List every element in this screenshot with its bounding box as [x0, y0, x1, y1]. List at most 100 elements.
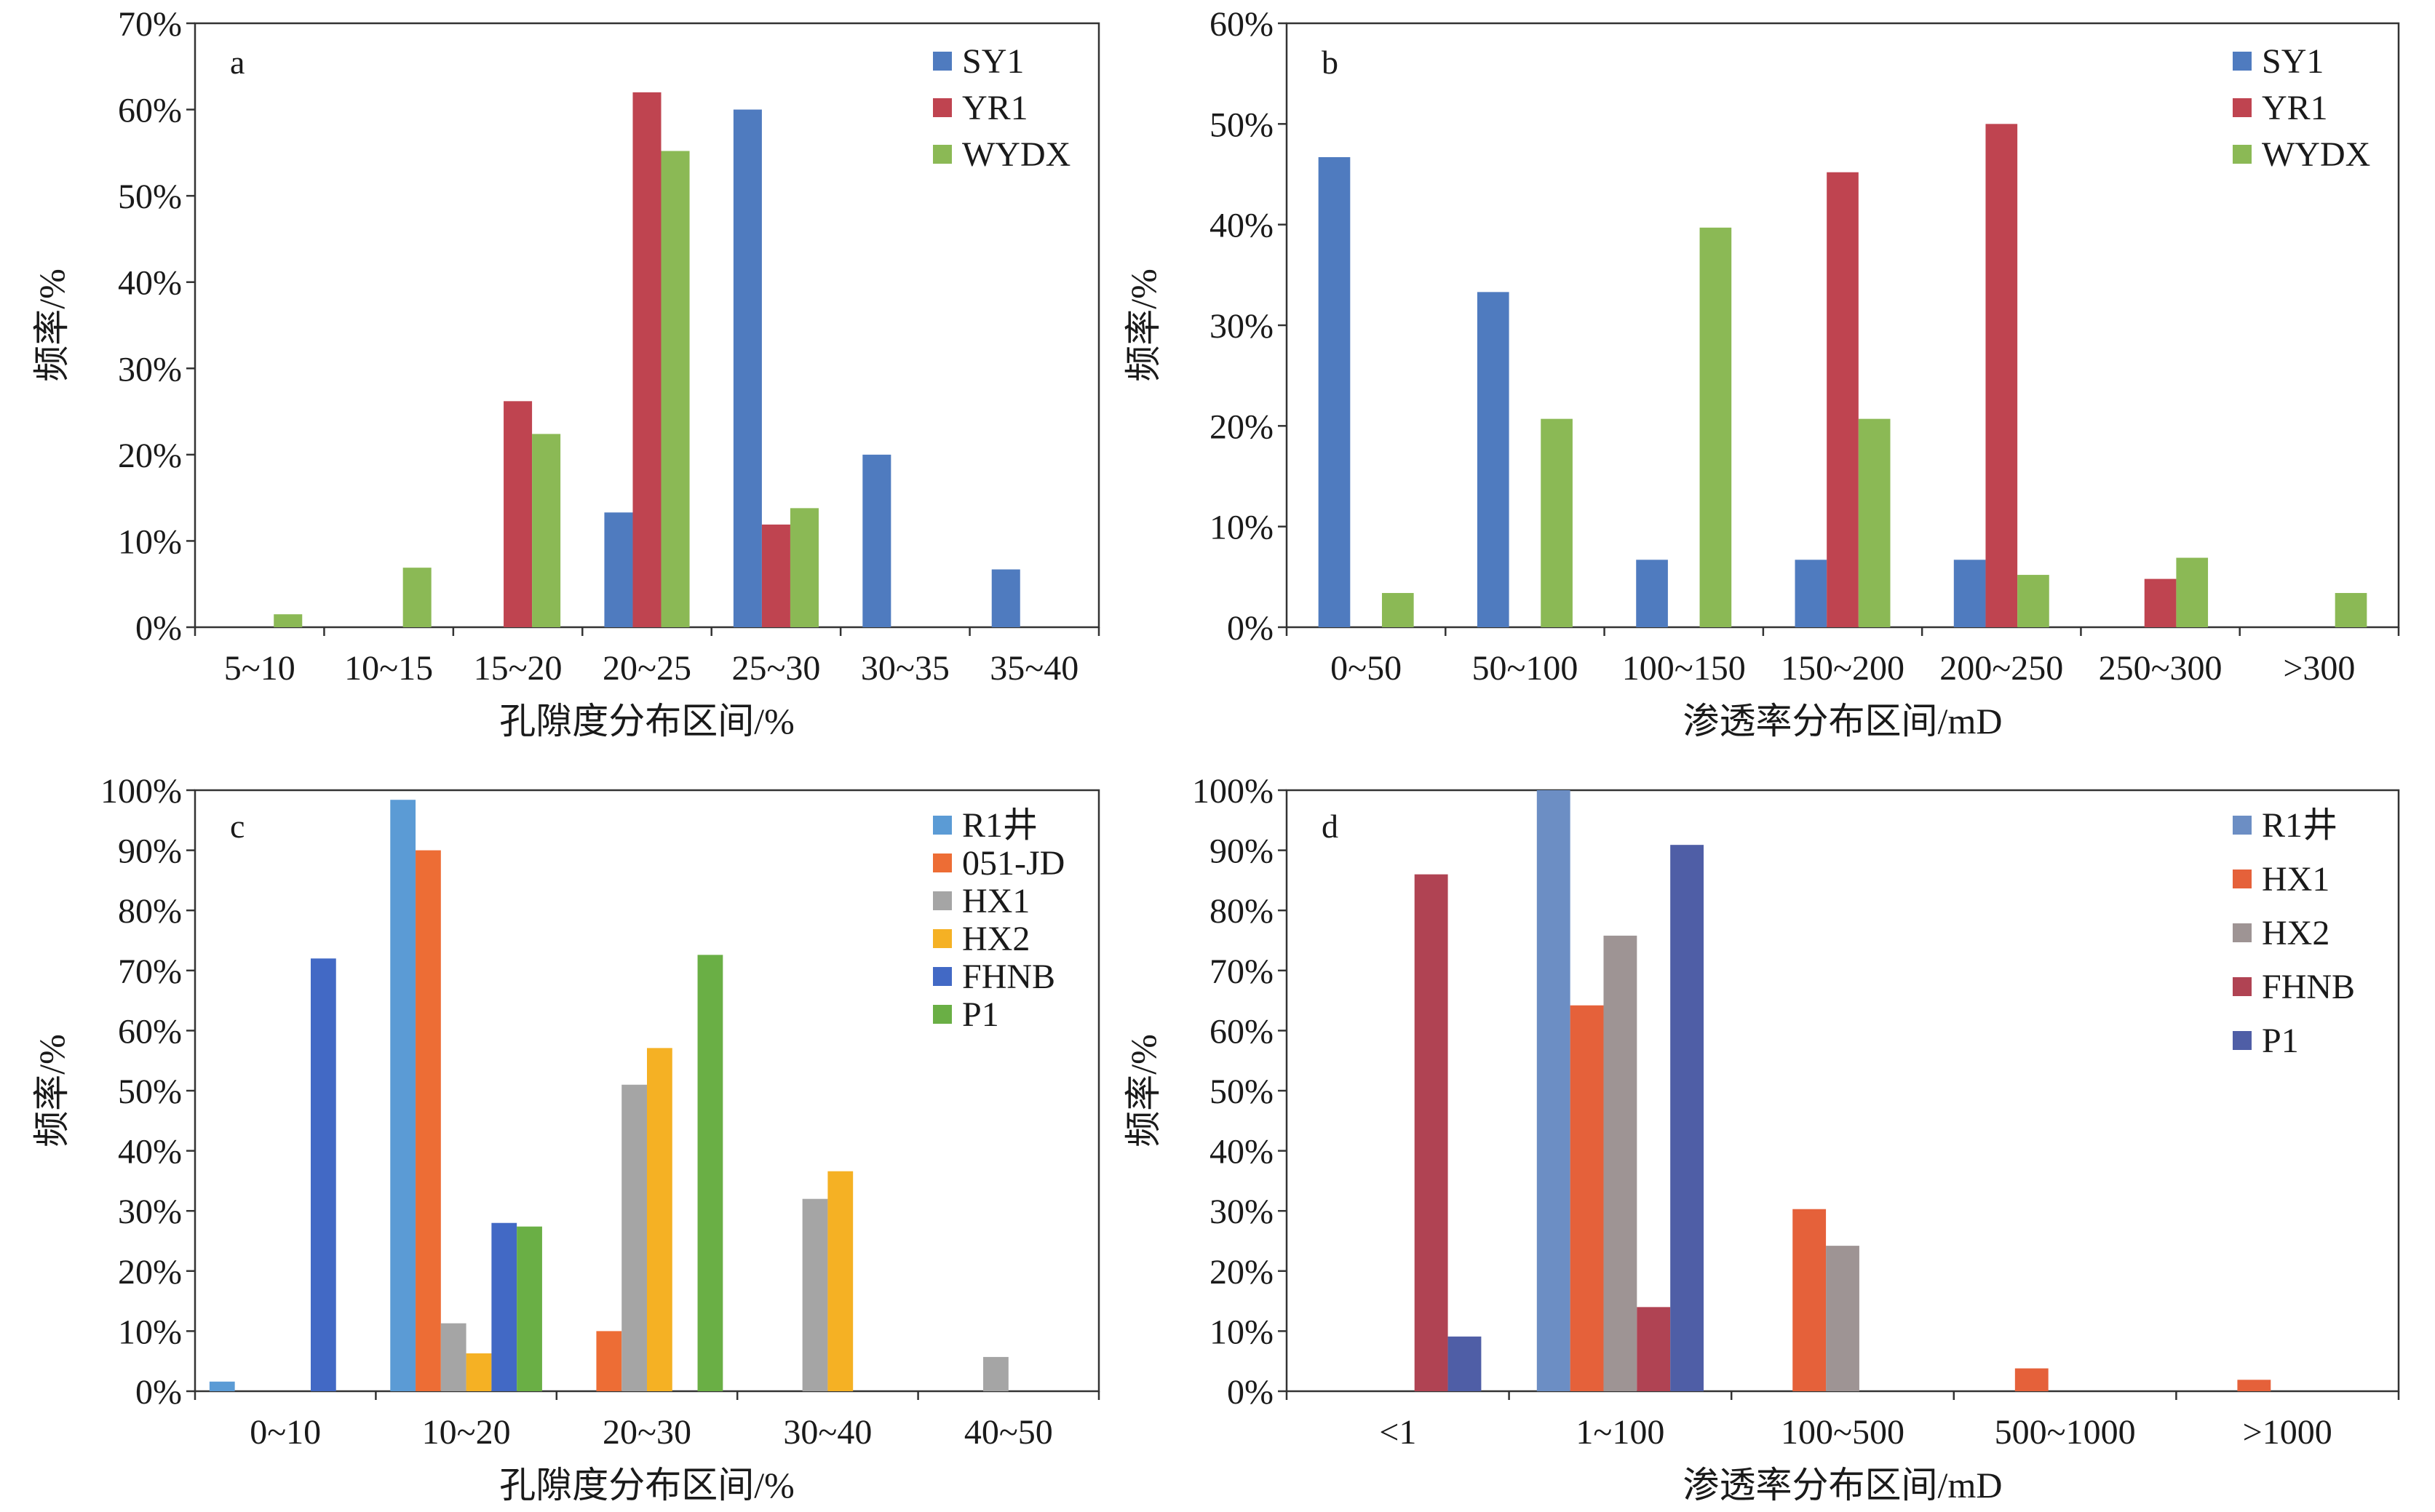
y-tick-label: 0%: [135, 609, 182, 648]
legend-label: 051-JD: [962, 844, 1065, 883]
bar: [802, 1198, 828, 1391]
y-tick-label: 30%: [1209, 1193, 1274, 1231]
x-tick-label: 30~35: [861, 649, 950, 688]
x-tick-label: 35~40: [990, 649, 1079, 688]
y-tick-label: 60%: [118, 92, 182, 130]
bar: [632, 92, 662, 628]
x-tick-label: 150~200: [1781, 649, 1904, 688]
bar: [621, 1084, 647, 1391]
legend-swatch: [933, 891, 952, 910]
bar: [390, 800, 416, 1391]
y-tick-label: 60%: [1209, 1012, 1274, 1051]
y-tick-label: 60%: [118, 1012, 182, 1051]
bar: [466, 1353, 492, 1391]
legend-label: WYDX: [962, 135, 1070, 174]
bar: [402, 568, 432, 627]
y-tick-label: 30%: [1209, 307, 1274, 346]
bar: [2017, 575, 2049, 627]
x-tick-label: <1: [1379, 1413, 1416, 1452]
legend-swatch: [2233, 923, 2252, 942]
legend-label: HX2: [2262, 914, 2329, 952]
bar: [504, 401, 533, 627]
y-tick-label: 20%: [1209, 407, 1274, 446]
x-tick-label: 5~10: [224, 649, 295, 688]
x-tick-label: >300: [2283, 649, 2355, 688]
legend-label: HX1: [962, 882, 1030, 920]
bar: [416, 850, 441, 1391]
x-tick-label: 10~15: [344, 649, 433, 688]
bar: [1381, 592, 1414, 627]
x-tick-label: 200~250: [1939, 649, 2063, 688]
y-tick-label: 0%: [1227, 1373, 1274, 1412]
x-tick-label: 40~50: [964, 1413, 1053, 1452]
y-tick-label: 90%: [118, 832, 182, 871]
x-tick-label: 10~20: [422, 1413, 511, 1452]
x-axis-title: 孔隙度分布区间/%: [499, 701, 795, 741]
bar: [310, 958, 336, 1391]
panel-label: a: [230, 44, 245, 81]
y-tick-label: 40%: [1209, 1133, 1274, 1171]
legend-swatch: [2233, 98, 2252, 117]
bar: [733, 109, 762, 628]
y-axis-title: 频率/%: [1123, 1034, 1164, 1147]
y-tick-label: 50%: [118, 178, 182, 216]
legend-swatch: [2233, 1031, 2252, 1050]
bar: [532, 434, 561, 627]
legend-label: YR1: [962, 89, 1028, 127]
bar: [1541, 418, 1573, 627]
x-tick-label: 25~30: [731, 649, 820, 688]
legend-swatch: [2233, 145, 2252, 164]
y-tick-label: 40%: [118, 264, 182, 303]
bar: [1827, 172, 1859, 627]
y-tick-label: 0%: [135, 1373, 182, 1412]
chart-panel-b: 0% 10% 20% 30% 40% 50% 60% 0~50 50~100 100~150 150…: [1123, 5, 2400, 741]
bar: [274, 614, 303, 627]
x-tick-label: 30~40: [783, 1413, 872, 1452]
y-tick-label: 20%: [118, 1253, 182, 1292]
x-tick-label: 0~50: [1330, 649, 1402, 688]
x-axis-title: 孔隙度分布区间/%: [499, 1465, 795, 1505]
legend-swatch: [933, 1005, 952, 1024]
bar: [440, 1323, 466, 1391]
bar: [2335, 592, 2367, 627]
x-tick-label: 15~20: [474, 649, 563, 688]
legend-label: SY1: [962, 42, 1024, 81]
legend-label: WYDX: [2262, 135, 2370, 174]
bar: [1603, 935, 1637, 1391]
chart-panel-a: 0% 10% 20% 30% 40% 50% 60% 70% 5~10 10~15 15~20 20~…: [31, 5, 1100, 741]
bar: [1637, 1307, 1671, 1391]
y-axis-title: 频率/%: [31, 268, 72, 382]
legend-label: YR1: [2262, 89, 2328, 127]
bar: [209, 1381, 235, 1391]
legend-label: P1: [2262, 1022, 2299, 1060]
bar: [2014, 1368, 2049, 1391]
x-axis-title: 渗透率分布区间/mD: [1683, 701, 2003, 741]
y-tick-label: 70%: [118, 5, 182, 44]
x-tick-label: 0~10: [250, 1413, 321, 1452]
bar: [862, 454, 891, 627]
legend-label: FHNB: [2262, 968, 2355, 1006]
y-tick-label: 10%: [1209, 1313, 1274, 1351]
bar: [517, 1226, 542, 1391]
panel-label: b: [1322, 44, 1338, 81]
x-tick-label: 20~30: [603, 1413, 691, 1452]
bar: [1536, 790, 1570, 1391]
x-tick-label: 250~300: [2099, 649, 2223, 688]
y-tick-label: 70%: [1209, 952, 1274, 991]
y-axis-title: 频率/%: [1123, 268, 1164, 382]
x-tick-label: 100~500: [1781, 1413, 1904, 1452]
bar: [2144, 578, 2177, 627]
y-tick-label: 100%: [1192, 772, 1274, 811]
y-tick-label: 30%: [118, 350, 182, 389]
legend-swatch: [933, 145, 952, 164]
y-tick-label: 80%: [1209, 892, 1274, 931]
bar: [661, 151, 690, 627]
bar: [991, 569, 1020, 627]
y-tick-label: 50%: [1209, 106, 1274, 144]
legend-label: P1: [962, 995, 999, 1034]
y-tick-label: 10%: [1209, 509, 1274, 547]
bar: [761, 524, 790, 627]
y-tick-label: 10%: [118, 522, 182, 561]
bar: [790, 508, 819, 627]
